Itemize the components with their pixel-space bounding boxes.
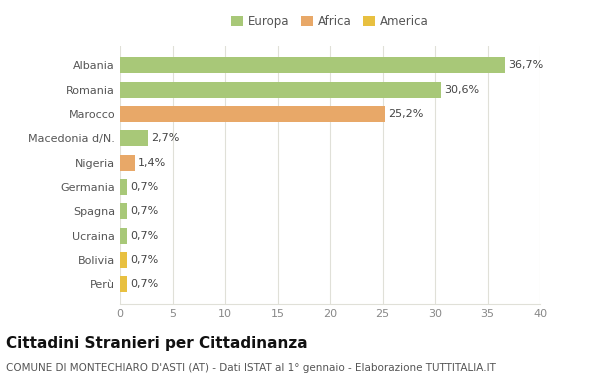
Text: 36,7%: 36,7% <box>509 60 544 70</box>
Bar <box>120 82 442 98</box>
Text: 0,7%: 0,7% <box>131 206 159 216</box>
Text: 25,2%: 25,2% <box>388 109 423 119</box>
Text: 1,4%: 1,4% <box>138 158 166 168</box>
Text: COMUNE DI MONTECHIARO D'ASTI (AT) - Dati ISTAT al 1° gennaio - Elaborazione TUTT: COMUNE DI MONTECHIARO D'ASTI (AT) - Dati… <box>6 363 496 373</box>
Text: 30,6%: 30,6% <box>445 85 479 95</box>
Text: 2,7%: 2,7% <box>151 133 180 143</box>
Text: 0,7%: 0,7% <box>131 279 159 289</box>
Bar <box>120 106 385 122</box>
Text: 0,7%: 0,7% <box>131 231 159 241</box>
Legend: Europa, Africa, America: Europa, Africa, America <box>227 10 433 33</box>
Bar <box>120 252 127 268</box>
Text: 0,7%: 0,7% <box>131 255 159 265</box>
Bar <box>120 130 148 146</box>
Bar <box>120 57 505 73</box>
Bar <box>120 276 127 292</box>
Bar <box>120 203 127 219</box>
Bar <box>120 228 127 244</box>
Text: 0,7%: 0,7% <box>131 182 159 192</box>
Text: Cittadini Stranieri per Cittadinanza: Cittadini Stranieri per Cittadinanza <box>6 336 308 351</box>
Bar <box>120 155 134 171</box>
Bar <box>120 179 127 195</box>
